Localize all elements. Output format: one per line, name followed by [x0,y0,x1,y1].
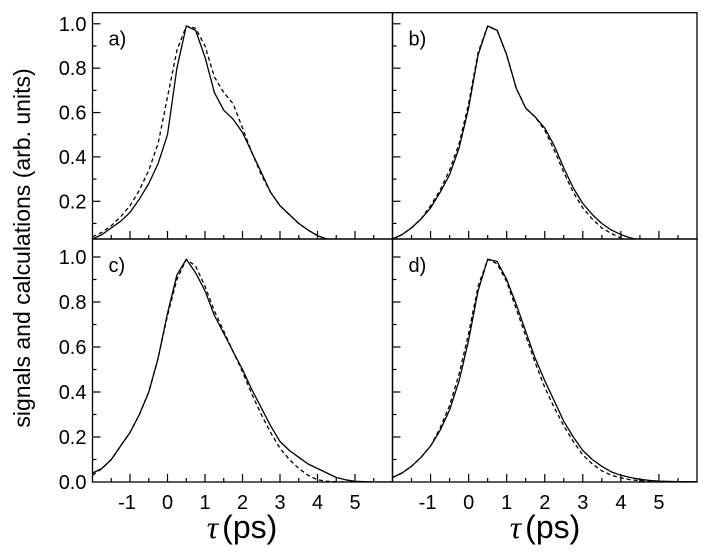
x-tick-label: -1 [419,492,437,514]
x-axis-label-left: τ (ps) [207,509,278,545]
x-tick-label: 2 [237,492,248,514]
y-tick-label: 0.6 [59,337,87,359]
y-tick-label: 1.0 [59,14,87,36]
panel-frame [391,12,698,240]
x-tick-label: 4 [615,492,626,514]
signal-line [92,25,330,240]
calculation-line [92,258,393,482]
x-tick-label: 3 [274,492,285,514]
y-tick-label: 0.0 [59,472,87,494]
panel-frame [391,238,698,483]
x-tick-label: 0 [162,492,173,514]
x-tick-label: 3 [577,492,588,514]
y-tick-label: 0.6 [59,103,87,125]
x-tick-label: 5 [653,492,664,514]
x-tick-label: 1 [199,492,210,514]
x-tick-label: 1 [501,492,512,514]
panel-label: d) [409,255,427,277]
y-axis-label: signals and calculations (arb. units) [9,68,35,427]
panel-label: a) [109,29,127,51]
calculation-line [392,25,627,240]
panel-frame [91,238,394,483]
signal-line [392,25,639,240]
x-tick-label: 4 [312,492,323,514]
y-tick-label: 0.4 [59,382,87,404]
panel-label: b) [409,29,427,51]
x-tick-label: 5 [349,492,360,514]
x-tick-label: 0 [463,492,474,514]
y-tick-label: 0.4 [59,147,87,169]
signal-line [392,258,697,482]
x-axis-label-right: τ (ps) [510,509,581,545]
panel-frame [91,12,394,240]
calculation-line [92,25,330,240]
y-tick-label: 0.8 [59,58,87,80]
panel-label: c) [109,255,126,277]
y-tick-label: 0.2 [59,191,87,213]
y-tick-label: 0.8 [59,292,87,314]
x-tick-label: -1 [118,492,136,514]
x-tick-label: 2 [539,492,550,514]
calculation-line [392,258,697,482]
y-tick-label: 1.0 [59,247,87,269]
y-tick-label: 0.2 [59,427,87,449]
